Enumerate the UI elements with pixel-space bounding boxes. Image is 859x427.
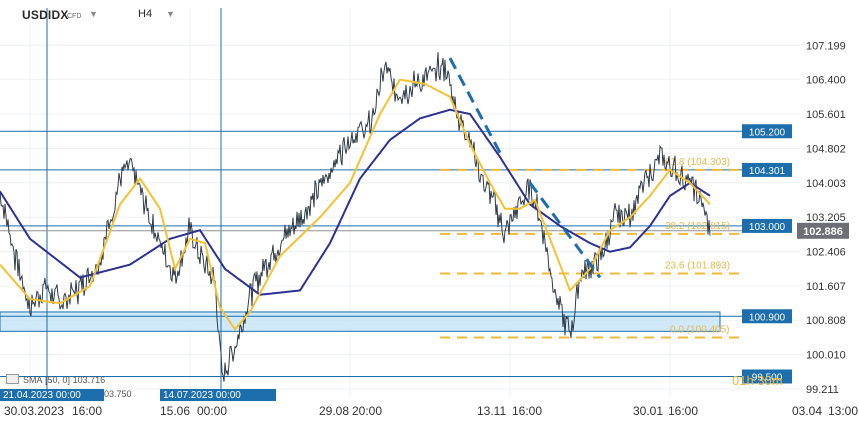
x-marker-box bbox=[0, 389, 104, 401]
level-label: 100.900 bbox=[749, 312, 786, 323]
level-label-box bbox=[742, 218, 792, 233]
x-tick-label: 29.08 bbox=[319, 404, 349, 418]
x-tick-label: 00:00 bbox=[197, 404, 227, 418]
x-tick-label: 30.01 bbox=[633, 404, 663, 418]
y-tick-label: 102.406 bbox=[806, 246, 846, 258]
x-marker-label: 21.04.2023 00:00 bbox=[3, 390, 81, 401]
trend-line bbox=[528, 181, 602, 279]
level-label: 103.000 bbox=[749, 222, 786, 233]
y-tick-label: 100.808 bbox=[806, 315, 846, 327]
y-tick-label: 103.205 bbox=[806, 212, 846, 224]
fib-level-label: 61.8 (104.303) bbox=[665, 157, 730, 168]
level-label: 105.200 bbox=[749, 127, 786, 138]
y-tick-label: 101.607 bbox=[806, 281, 846, 293]
y-tick-label: 105.601 bbox=[806, 109, 846, 121]
support-zone bbox=[0, 311, 721, 332]
indicator-icon bbox=[6, 374, 19, 384]
candle-timer: 01h 30m bbox=[732, 373, 783, 388]
level-label: 99.500 bbox=[752, 372, 783, 383]
trend-line bbox=[448, 57, 502, 154]
fib-level-label: 38.2 (102.815) bbox=[665, 221, 730, 232]
timeframe-dropdown-icon[interactable]: ▼ bbox=[166, 9, 175, 19]
y-tick-label: 104.003 bbox=[806, 178, 846, 190]
sma-short-line bbox=[0, 78, 711, 331]
y-tick-label: 107.199 bbox=[806, 40, 846, 52]
indicator-legend[interactable]: SMA [50, 0] 103.716 bbox=[6, 374, 105, 385]
legend-extra-value: 03.750 bbox=[104, 389, 132, 399]
level-label-box bbox=[742, 162, 792, 177]
sma-label: SMA bbox=[23, 375, 43, 385]
y-tick-label: 106.400 bbox=[806, 75, 846, 87]
sma-value: 103.716 bbox=[72, 375, 106, 385]
x-tick-label: 20:00 bbox=[352, 404, 382, 418]
fib-level-label: 0.0 (100.405) bbox=[670, 325, 730, 336]
level-label: 104.301 bbox=[749, 166, 786, 177]
level-label-box bbox=[742, 369, 792, 384]
y-tick-label: 100.010 bbox=[806, 350, 846, 362]
x-tick-label: 15.06 bbox=[160, 404, 190, 418]
y-tick-label: 99.211 bbox=[806, 384, 839, 396]
instrument-type: CFD bbox=[67, 13, 82, 20]
x-tick-label: 13.11 bbox=[477, 404, 506, 418]
x-tick-label: 13:00 bbox=[828, 404, 858, 418]
x-marker-label: 14.07.2023 00:00 bbox=[163, 390, 241, 401]
current-price-box bbox=[797, 222, 849, 239]
x-tick-label: 16:00 bbox=[72, 404, 102, 418]
timeframe-selector[interactable]: H4 bbox=[138, 8, 153, 20]
current-price-label: 102.886 bbox=[803, 226, 843, 238]
sma-params: [50, 0] bbox=[45, 375, 71, 385]
y-tick-label: 104.802 bbox=[806, 143, 846, 155]
symbol-dropdown-icon[interactable]: ▼ bbox=[89, 9, 98, 19]
fib-level-label: 23.6 (101.893) bbox=[665, 261, 730, 272]
x-tick-label: 16:00 bbox=[512, 404, 542, 418]
symbol-name[interactable]: USDIDX bbox=[22, 8, 69, 22]
level-label-box bbox=[742, 124, 792, 139]
x-tick-label: 30.03.2023 bbox=[4, 404, 64, 418]
x-tick-label: 03.04 bbox=[792, 404, 822, 418]
x-marker-box bbox=[160, 389, 276, 401]
level-label-box bbox=[742, 309, 792, 324]
sma-long-line bbox=[0, 108, 711, 296]
x-tick-label: 16:00 bbox=[668, 404, 698, 418]
